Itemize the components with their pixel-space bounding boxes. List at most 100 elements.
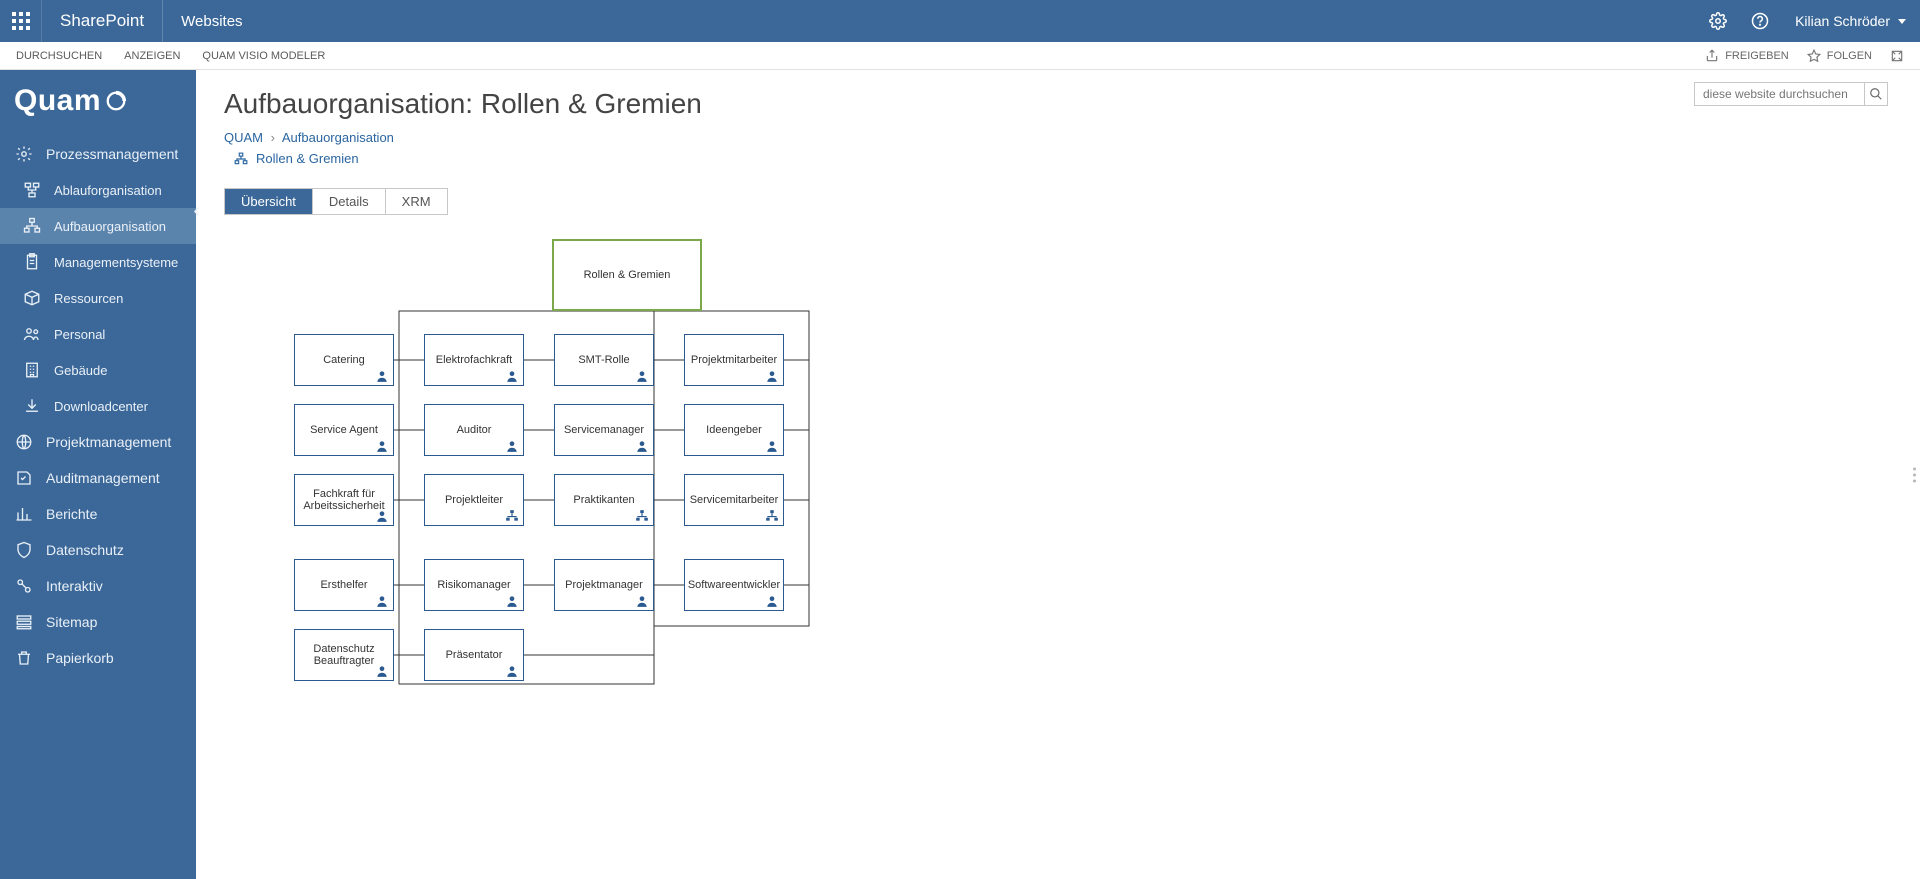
logo-icon <box>105 90 127 112</box>
box-icon <box>22 288 42 308</box>
sidebar-item-ablauforganisation[interactable]: Ablauforganisation <box>0 172 196 208</box>
star-icon <box>1807 49 1821 63</box>
chart-node-n16[interactable]: Softwareentwickler <box>684 559 784 611</box>
breadcrumb: QUAM › Aufbauorganisation <box>224 130 1892 145</box>
flow-icon <box>22 180 42 200</box>
sidebar-item-label: Projektmanagement <box>46 434 171 450</box>
chart-node-label: Softwareentwickler <box>688 579 780 591</box>
person-icon <box>375 594 389 608</box>
chart-node-n18[interactable]: Präsentator <box>424 629 524 681</box>
ribbon-tab-browse[interactable]: DURCHSUCHEN <box>16 50 102 62</box>
chart-node-n3[interactable]: SMT-Rolle <box>554 334 654 386</box>
sidebar-item-datenschutz[interactable]: Datenschutz <box>0 532 196 568</box>
sidebar-item-prozessmanagement[interactable]: Prozessmanagement <box>0 136 196 172</box>
tab-overview[interactable]: Übersicht <box>225 189 313 214</box>
chart-node-n8[interactable]: Ideengeber <box>684 404 784 456</box>
chart-node-label: Auditor <box>457 424 492 436</box>
chart-node-n17[interactable]: Datenschutz Beauftragter <box>294 629 394 681</box>
sidebar-item-papierkorb[interactable]: Papierkorb <box>0 640 196 676</box>
sidebar-item-managementsysteme[interactable]: Managementsysteme <box>0 244 196 280</box>
content-tabs: Übersicht Details XRM <box>224 188 448 215</box>
chart-node-n2[interactable]: Elektrofachkraft <box>424 334 524 386</box>
person-icon <box>505 664 519 678</box>
search-icon <box>1869 87 1883 101</box>
chart-node-n1[interactable]: Catering <box>294 334 394 386</box>
audit-icon <box>14 468 34 488</box>
chart-node-n14[interactable]: Risikomanager <box>424 559 524 611</box>
edge-handle[interactable] <box>1913 467 1916 482</box>
sidebar-item-label: Berichte <box>46 506 97 522</box>
chart-node-label: Rollen & Gremien <box>584 269 671 281</box>
sub-breadcrumb[interactable]: Rollen & Gremien <box>234 151 1892 166</box>
chart-node-n5[interactable]: Service Agent <box>294 404 394 456</box>
ribbon-tab-view[interactable]: ANZEIGEN <box>124 50 180 62</box>
brand-label[interactable]: SharePoint <box>42 0 163 42</box>
tab-xrm[interactable]: XRM <box>386 189 447 214</box>
main-content: Aufbauorganisation: Rollen & Gremien QUA… <box>196 70 1920 879</box>
share-icon <box>1705 49 1719 63</box>
chart-node-label: Risikomanager <box>437 579 510 591</box>
chart-node-root[interactable]: Rollen & Gremien <box>552 239 702 311</box>
org-icon <box>635 509 649 523</box>
chart-node-n6[interactable]: Auditor <box>424 404 524 456</box>
focus-button[interactable] <box>1890 49 1904 63</box>
sidebar-item-label: Gebäude <box>54 363 108 378</box>
chart-node-label: Servicemanager <box>564 424 644 436</box>
sidebar-item-label: Interaktiv <box>46 578 103 594</box>
breadcrumb-parent[interactable]: Aufbauorganisation <box>282 130 394 145</box>
chart-node-n7[interactable]: Servicemanager <box>554 404 654 456</box>
chevron-down-icon <box>1898 19 1906 24</box>
interact-icon <box>14 576 34 596</box>
sidebar-item-label: Auditmanagement <box>46 470 160 486</box>
chart-node-label: SMT-Rolle <box>578 354 629 366</box>
sidebar-item-downloadcenter[interactable]: Downloadcenter <box>0 388 196 424</box>
person-icon <box>635 369 649 383</box>
chart-node-label: Servicemitarbeiter <box>690 494 779 506</box>
chart-node-label: Elektrofachkraft <box>436 354 512 366</box>
sidebar-item-sitemap[interactable]: Sitemap <box>0 604 196 640</box>
chart-node-n9[interactable]: Fachkraft für Arbeitssicherheit <box>294 474 394 526</box>
chart-node-n4[interactable]: Projektmitarbeiter <box>684 334 784 386</box>
sidebar-item-aufbauorganisation[interactable]: Aufbauorganisation <box>0 208 196 244</box>
gear-icon <box>1709 12 1727 30</box>
chart-icon <box>14 504 34 524</box>
share-button[interactable]: FREIGEBEN <box>1705 49 1789 63</box>
logo[interactable]: Quam <box>0 70 196 136</box>
help-button[interactable] <box>1739 0 1781 42</box>
sidebar-item-label: Aufbauorganisation <box>54 219 166 234</box>
search-button[interactable] <box>1864 82 1888 106</box>
org-chart: Rollen & Gremien Catering Elektrofachkraft… <box>294 239 1174 719</box>
sidebar-item-berichte[interactable]: Berichte <box>0 496 196 532</box>
search-input[interactable] <box>1694 82 1864 106</box>
sidebar-item-interaktiv[interactable]: Interaktiv <box>0 568 196 604</box>
follow-button[interactable]: FOLGEN <box>1807 49 1872 63</box>
sidebar-item-label: Personal <box>54 327 105 342</box>
globe-icon <box>14 432 34 452</box>
app-launcher[interactable] <box>0 0 42 42</box>
sidebar-item-label: Ablauforganisation <box>54 183 162 198</box>
breadcrumb-root[interactable]: QUAM <box>224 130 263 145</box>
ribbon-tab-visio[interactable]: QUAM VISIO MODELER <box>202 50 325 62</box>
chart-node-n15[interactable]: Projektmanager <box>554 559 654 611</box>
user-menu[interactable]: Kilian Schröder <box>1781 0 1920 42</box>
tab-details[interactable]: Details <box>313 189 386 214</box>
sidebar-item-ressourcen[interactable]: Ressourcen <box>0 280 196 316</box>
person-icon <box>505 594 519 608</box>
sidebar-item-personal[interactable]: Personal <box>0 316 196 352</box>
sidebar-item-auditmanagement[interactable]: Auditmanagement <box>0 460 196 496</box>
person-icon <box>375 664 389 678</box>
chart-node-label: Ideengeber <box>706 424 762 436</box>
sidebar-item-label: Prozessmanagement <box>46 146 178 162</box>
sidebar-item-gebäude[interactable]: Gebäude <box>0 352 196 388</box>
focus-icon <box>1890 49 1904 63</box>
chart-node-n11[interactable]: Praktikanten <box>554 474 654 526</box>
person-icon <box>505 369 519 383</box>
chart-node-n13[interactable]: Ersthelfer <box>294 559 394 611</box>
nav-list: Prozessmanagement Ablauforganisation Aufba… <box>0 136 196 676</box>
sidebar-item-projektmanagement[interactable]: Projektmanagement <box>0 424 196 460</box>
search-box <box>1694 82 1888 106</box>
chart-node-n12[interactable]: Servicemitarbeiter <box>684 474 784 526</box>
sites-link[interactable]: Websites <box>163 0 260 42</box>
settings-button[interactable] <box>1697 0 1739 42</box>
chart-node-n10[interactable]: Projektleiter <box>424 474 524 526</box>
